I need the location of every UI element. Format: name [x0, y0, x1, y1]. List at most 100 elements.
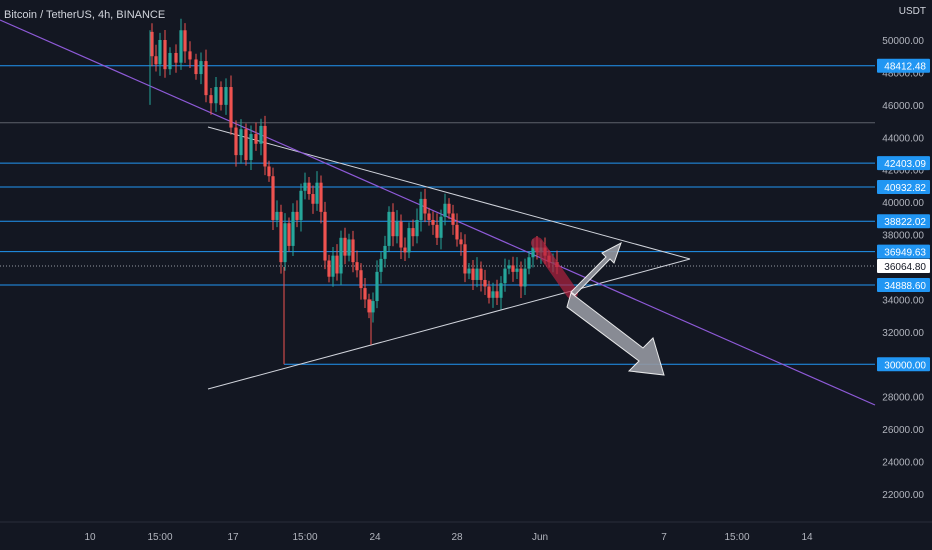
candle [214, 76, 218, 112]
highlight-stroke [531, 237, 578, 299]
candle [467, 262, 471, 280]
candle-body [188, 51, 192, 60]
candle [351, 230, 355, 273]
candle-body [527, 257, 531, 269]
candle-body [427, 213, 431, 220]
level-label-badge [877, 58, 930, 73]
candle-body [271, 176, 275, 220]
candle-body [403, 247, 407, 253]
triangle-upper-line [207, 126, 691, 260]
candle-body [234, 127, 238, 156]
current-price-label: 36064.80 [884, 262, 926, 273]
candle-body [224, 87, 228, 105]
price-axis[interactable]: 22000.00 24000.00 26000.00 28000.00 30000.00… [877, 36, 930, 501]
candle [199, 52, 203, 85]
candle-body [391, 211, 395, 237]
candle [419, 191, 423, 232]
candle [204, 49, 208, 103]
level-label-badge [877, 214, 930, 229]
candle-body [447, 203, 451, 214]
candle [395, 210, 399, 244]
candle [339, 230, 343, 285]
candle [355, 250, 359, 278]
candle-body [451, 213, 455, 225]
candle-body [355, 262, 359, 271]
candle-body [463, 244, 467, 274]
symbol-title: Bitcoin / TetherUS, 4h, BINANCE [4, 9, 166, 21]
candle [183, 23, 187, 63]
candle-body [263, 125, 267, 167]
candle-body [335, 255, 339, 274]
candle-body [439, 216, 443, 238]
candle [447, 198, 451, 220]
candle-body [343, 237, 347, 256]
y-tick-label: 28000.00 [882, 393, 924, 404]
y-tick-label: 32000.00 [882, 328, 924, 339]
candle-body [275, 211, 279, 220]
candle [150, 23, 154, 67]
level-label-badge [877, 156, 930, 171]
x-tick-label: 7 [661, 532, 667, 543]
candle [431, 211, 435, 235]
descending-trendline [0, 19, 876, 406]
candle [347, 233, 351, 262]
candle-body [209, 95, 213, 104]
candle [463, 234, 467, 283]
candle [479, 261, 483, 292]
x-tick-label: 15:00 [724, 532, 749, 543]
candle [244, 123, 248, 166]
candle [259, 118, 263, 156]
candle-body [443, 203, 447, 217]
candle-body [479, 268, 483, 280]
horizontal-levels [0, 65, 875, 365]
candle-body [503, 268, 507, 284]
candle-body [154, 56, 158, 65]
y-tick-label: 22000.00 [882, 490, 924, 501]
candle [523, 258, 527, 296]
level-label: 42403.09 [884, 159, 926, 170]
candle [331, 247, 335, 287]
candle [375, 260, 379, 309]
candle-body [515, 268, 519, 272]
candle-body [279, 211, 283, 263]
level-label-badge [877, 180, 930, 195]
candle-body [395, 221, 399, 237]
candle [423, 188, 427, 223]
triangle-lower-line [207, 258, 691, 390]
candle [271, 167, 275, 231]
candle [519, 261, 523, 298]
candle-body [267, 166, 271, 177]
candle [487, 280, 491, 304]
candle [399, 214, 403, 260]
candle-body [519, 268, 523, 287]
candle-body [291, 211, 295, 246]
candle [168, 47, 172, 75]
level-label: 30000.00 [884, 360, 926, 371]
candle [179, 18, 183, 70]
candle-body [419, 198, 423, 220]
candle-body [287, 223, 291, 246]
candle [443, 193, 447, 226]
candle-body [387, 211, 391, 246]
candle [315, 171, 319, 211]
candle [407, 222, 411, 259]
candle [527, 251, 531, 275]
candle-body [383, 245, 387, 259]
candle [451, 204, 455, 235]
candle [359, 263, 363, 300]
candle [495, 279, 499, 305]
candle [263, 115, 267, 176]
y-tick-label: 24000.00 [882, 458, 924, 469]
candle [174, 44, 178, 73]
candle-body [507, 265, 511, 269]
candle [379, 251, 383, 284]
candle-body [459, 239, 463, 245]
level-label: 34888.60 [884, 281, 926, 292]
candle-body [179, 30, 183, 63]
candle [219, 81, 223, 111]
candle [323, 201, 327, 270]
candle-body [363, 288, 367, 300]
candle [503, 258, 507, 292]
time-axis[interactable]: 10 15:00 17 15:00 24 28 Jun 7 15:00 14 [0, 521, 932, 543]
